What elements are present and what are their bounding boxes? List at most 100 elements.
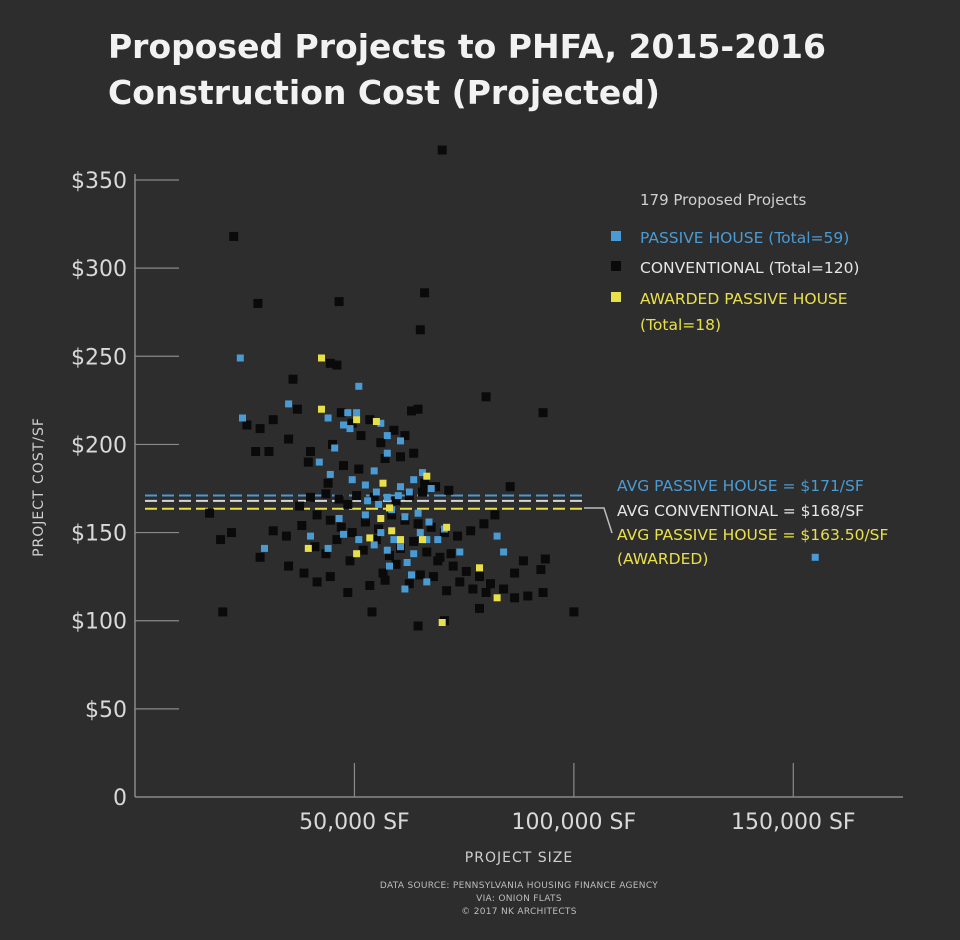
legend-title: 179 Proposed Projects bbox=[640, 191, 807, 209]
point-passive-house bbox=[377, 529, 385, 537]
legend-swatch-awarded bbox=[611, 292, 621, 302]
point-passive-house bbox=[401, 513, 409, 521]
point-conventional bbox=[218, 607, 228, 617]
point-awarded-passive-house bbox=[493, 594, 501, 602]
avg-label-passive-house: AVG PASSIVE HOUSE = $171/SF bbox=[617, 477, 864, 495]
point-conventional bbox=[499, 584, 509, 594]
source-line-1: DATA SOURCE: PENNSYLVANIA HOUSING FINANC… bbox=[380, 881, 658, 891]
point-awarded-passive-house bbox=[443, 523, 451, 531]
point-conventional bbox=[510, 568, 520, 578]
point-conventional bbox=[404, 491, 414, 501]
point-conventional bbox=[347, 528, 357, 538]
point-conventional bbox=[354, 464, 364, 474]
point-conventional bbox=[255, 424, 265, 434]
point-passive-house bbox=[403, 559, 411, 566]
point-conventional bbox=[288, 374, 298, 384]
point-conventional bbox=[538, 408, 548, 418]
point-awarded-passive-house bbox=[388, 527, 396, 535]
point-conventional bbox=[242, 420, 252, 430]
point-passive-house bbox=[361, 511, 369, 519]
chart-title-line-1: Proposed Projects to PHFA, 2015-2016 bbox=[108, 27, 826, 66]
point-passive-house bbox=[348, 476, 356, 484]
point-awarded-passive-house bbox=[397, 536, 404, 544]
point-conventional bbox=[510, 593, 520, 603]
point-passive-house bbox=[811, 553, 819, 561]
axes: 0 $50 $100 $150 $200 $250 $300 $350 50,000 SF 100… bbox=[71, 169, 903, 835]
point-conventional bbox=[518, 556, 528, 566]
point-conventional bbox=[481, 588, 491, 597]
point-conventional bbox=[569, 607, 579, 617]
point-conventional bbox=[448, 561, 458, 571]
point-passive-house bbox=[361, 481, 369, 489]
point-conventional bbox=[360, 517, 370, 527]
point-passive-house bbox=[383, 432, 391, 440]
point-conventional bbox=[365, 581, 375, 590]
point-conventional bbox=[229, 231, 239, 241]
source-line-2: VIA: ONION FLATS bbox=[476, 894, 562, 904]
point-conventional bbox=[306, 492, 315, 502]
point-passive-house bbox=[410, 476, 418, 484]
y-axis-title: PROJECT COST/SF bbox=[31, 417, 47, 557]
point-conventional bbox=[536, 565, 546, 575]
point-conventional bbox=[292, 404, 302, 414]
point-conventional bbox=[387, 510, 397, 520]
point-conventional bbox=[466, 526, 476, 536]
point-passive-house bbox=[372, 488, 380, 496]
point-passive-house bbox=[239, 414, 246, 422]
point-passive-house bbox=[419, 469, 426, 477]
point-conventional bbox=[415, 570, 425, 580]
point-conventional bbox=[475, 603, 484, 613]
point-passive-house bbox=[324, 544, 332, 552]
point-conventional bbox=[540, 554, 550, 564]
data-points bbox=[205, 145, 819, 631]
point-conventional bbox=[325, 515, 335, 525]
point-conventional bbox=[374, 524, 384, 534]
point-conventional bbox=[413, 621, 423, 631]
y-tick-label: $50 bbox=[85, 698, 127, 723]
point-conventional bbox=[396, 452, 405, 462]
point-passive-house bbox=[285, 400, 293, 408]
point-conventional bbox=[284, 561, 294, 571]
point-awarded-passive-house bbox=[366, 534, 374, 542]
point-passive-house bbox=[386, 562, 393, 570]
point-awarded-passive-house bbox=[379, 479, 387, 487]
average-labels: AVG PASSIVE HOUSE = $171/SF AVG CONVENTI… bbox=[584, 477, 889, 568]
point-conventional bbox=[205, 508, 215, 518]
point-conventional bbox=[295, 501, 305, 511]
avg-label-conventional: AVG CONVENTIONAL = $168/SF bbox=[617, 502, 864, 520]
point-conventional bbox=[306, 447, 315, 456]
point-passive-house bbox=[383, 449, 391, 457]
point-conventional bbox=[281, 531, 291, 541]
point-conventional bbox=[426, 522, 436, 532]
point-awarded-passive-house bbox=[419, 536, 426, 544]
legend-label-awarded: AWARDED PASSIVE HOUSE bbox=[640, 290, 848, 308]
point-conventional bbox=[418, 487, 427, 497]
y-tick-label: $100 bbox=[71, 610, 127, 635]
point-conventional bbox=[303, 457, 313, 467]
point-conventional bbox=[380, 454, 390, 463]
point-conventional bbox=[321, 489, 331, 499]
point-conventional bbox=[486, 579, 495, 589]
point-passive-house bbox=[324, 414, 332, 422]
point-conventional bbox=[461, 566, 471, 576]
point-passive-house bbox=[370, 541, 378, 549]
legend-label-awarded-total: (Total=18) bbox=[640, 316, 721, 334]
point-awarded-passive-house bbox=[423, 472, 431, 480]
point-passive-house bbox=[377, 419, 385, 427]
point-passive-house bbox=[355, 536, 363, 544]
y-tick-label: $350 bbox=[71, 169, 127, 194]
point-passive-house bbox=[493, 532, 501, 540]
x-tick-label: 100,000 SF bbox=[512, 810, 637, 835]
point-passive-house bbox=[307, 532, 314, 540]
point-conventional bbox=[479, 519, 489, 529]
point-passive-house bbox=[355, 382, 363, 390]
x-tick-label: 150,000 SF bbox=[731, 810, 856, 835]
avg-label-awarded: AVG PASSIVE HOUSE = $163.50/SF bbox=[617, 526, 889, 544]
point-conventional bbox=[347, 418, 357, 428]
point-conventional bbox=[334, 297, 344, 307]
point-conventional bbox=[332, 360, 342, 370]
point-awarded-passive-house bbox=[372, 418, 380, 425]
point-conventional bbox=[251, 447, 261, 456]
point-passive-house bbox=[500, 548, 508, 556]
point-conventional bbox=[255, 552, 265, 562]
